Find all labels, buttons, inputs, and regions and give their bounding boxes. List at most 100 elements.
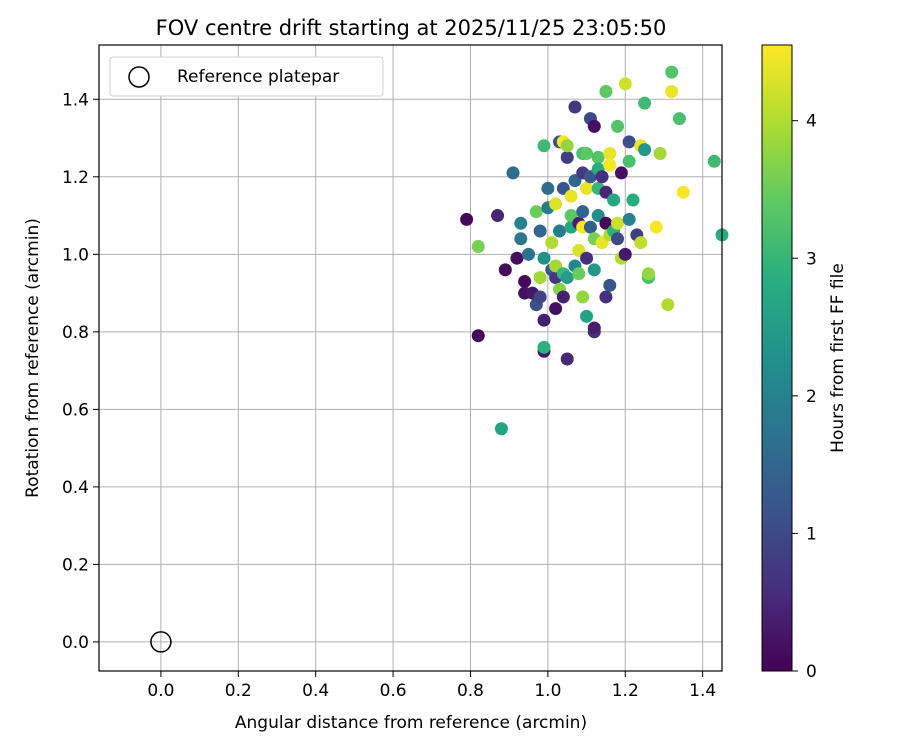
- data-point: [576, 205, 590, 219]
- colorbar-tick-label: 3: [806, 249, 817, 269]
- colorbar-tick-label: 0: [806, 662, 817, 682]
- y-axis-label: Rotation from reference (arcmin): [23, 218, 43, 498]
- reference-marker: [150, 631, 172, 653]
- y-ticks: 0.0 0.2 0.4 0.6 0.8 1.0 1.2 1.4: [62, 90, 99, 653]
- data-point: [641, 267, 655, 281]
- y-tick-label: 0.2: [62, 555, 89, 575]
- x-tick-label: 1.4: [689, 681, 716, 701]
- data-point: [560, 352, 574, 366]
- data-point: [533, 224, 547, 238]
- data-point: [549, 197, 563, 211]
- data-point: [626, 193, 640, 207]
- data-point: [549, 302, 563, 316]
- legend-marker: [128, 66, 150, 88]
- data-point: [614, 166, 628, 180]
- data-point: [611, 216, 625, 230]
- data-point: [622, 135, 636, 149]
- x-tick-label: 1.2: [612, 681, 639, 701]
- x-tick-label: 0.4: [302, 681, 329, 701]
- data-point: [572, 267, 586, 281]
- data-point: [580, 181, 594, 195]
- data-point: [607, 193, 621, 207]
- data-point: [491, 209, 505, 223]
- data-point: [514, 216, 528, 230]
- data-point: [665, 85, 679, 99]
- data-point: [545, 236, 559, 250]
- y-tick-label: 1.0: [62, 245, 89, 265]
- data-point: [587, 119, 601, 133]
- data-point: [638, 143, 652, 157]
- data-point: [618, 77, 632, 91]
- x-tick-label: 0.2: [225, 681, 252, 701]
- x-tick-label: 1.0: [534, 681, 561, 701]
- data-point: [471, 329, 485, 343]
- data-point: [707, 154, 721, 168]
- data-point: [576, 290, 590, 304]
- data-point: [510, 251, 524, 265]
- colorbar-tick-label: 4: [806, 112, 817, 132]
- y-tick-label: 0.0: [62, 633, 89, 653]
- data-point: [618, 247, 632, 261]
- colorbar-tick-label: 1: [806, 524, 817, 544]
- data-point: [514, 232, 528, 246]
- plot-frame: [98, 44, 723, 672]
- data-point: [611, 232, 625, 246]
- x-tick-label: 0.8: [457, 681, 484, 701]
- data-point: [560, 150, 574, 164]
- data-point: [676, 185, 690, 199]
- legend-box: [109, 56, 384, 97]
- y-tick-label: 0.4: [62, 478, 89, 498]
- data-point: [622, 154, 636, 168]
- data-point: [653, 147, 667, 161]
- colorbar-label: Hours from first FF file: [828, 263, 848, 453]
- colorbar-gradient: [761, 44, 793, 672]
- x-tick-label: 0.0: [147, 681, 174, 701]
- colorbar-ticks: 0 1 2 3 4: [792, 112, 817, 682]
- legend-entry: Reference platepar: [177, 67, 339, 87]
- data-point: [595, 170, 609, 184]
- data-point: [638, 96, 652, 110]
- data-point: [556, 290, 570, 304]
- data-point: [564, 189, 578, 203]
- data-point: [611, 119, 625, 133]
- data-point: [587, 263, 601, 277]
- data-point: [537, 340, 551, 354]
- x-axis: 0.0 0.2 0.4 0.6 0.8 1.0 1.2 1.4 Angular distanc…: [147, 671, 716, 733]
- data-point: [672, 112, 686, 126]
- chart-title: FOV centre drift starting at 2025/11/25 …: [156, 16, 667, 40]
- data-point: [580, 251, 594, 265]
- x-ticks: 0.0 0.2 0.4 0.6 0.8 1.0 1.2 1.4: [147, 671, 716, 701]
- data-point: [599, 85, 613, 99]
- data-point: [552, 224, 566, 238]
- data-point: [580, 309, 594, 323]
- data-point: [506, 166, 520, 180]
- data-point: [622, 212, 636, 226]
- data-point: [529, 205, 543, 219]
- data-point: [634, 236, 648, 250]
- data-point: [603, 158, 617, 172]
- y-tick-label: 0.8: [62, 323, 89, 343]
- legend: Reference platepar: [109, 56, 384, 97]
- colorbar: 0 1 2 3 4 Hours from first FF file: [761, 44, 848, 682]
- data-point: [522, 247, 536, 261]
- data-point: [583, 220, 597, 234]
- data-point: [537, 139, 551, 153]
- data-point: [560, 271, 574, 285]
- y-axis: 0.0 0.2 0.4 0.6 0.8 1.0 1.2 1.4 Rotation from r…: [23, 90, 99, 653]
- data-point: [591, 150, 605, 164]
- data-point: [518, 274, 532, 288]
- data-points: [460, 65, 729, 436]
- data-point: [533, 271, 547, 285]
- data-point: [603, 147, 617, 161]
- data-point: [661, 298, 675, 312]
- data-point: [603, 278, 617, 292]
- y-tick-label: 0.6: [62, 400, 89, 420]
- colorbar-tick-label: 2: [806, 387, 817, 407]
- data-point: [460, 212, 474, 226]
- y-tick-label: 1.4: [62, 90, 89, 110]
- data-point: [541, 181, 555, 195]
- data-point: [560, 139, 574, 153]
- data-point: [649, 220, 663, 234]
- data-point: [537, 251, 551, 265]
